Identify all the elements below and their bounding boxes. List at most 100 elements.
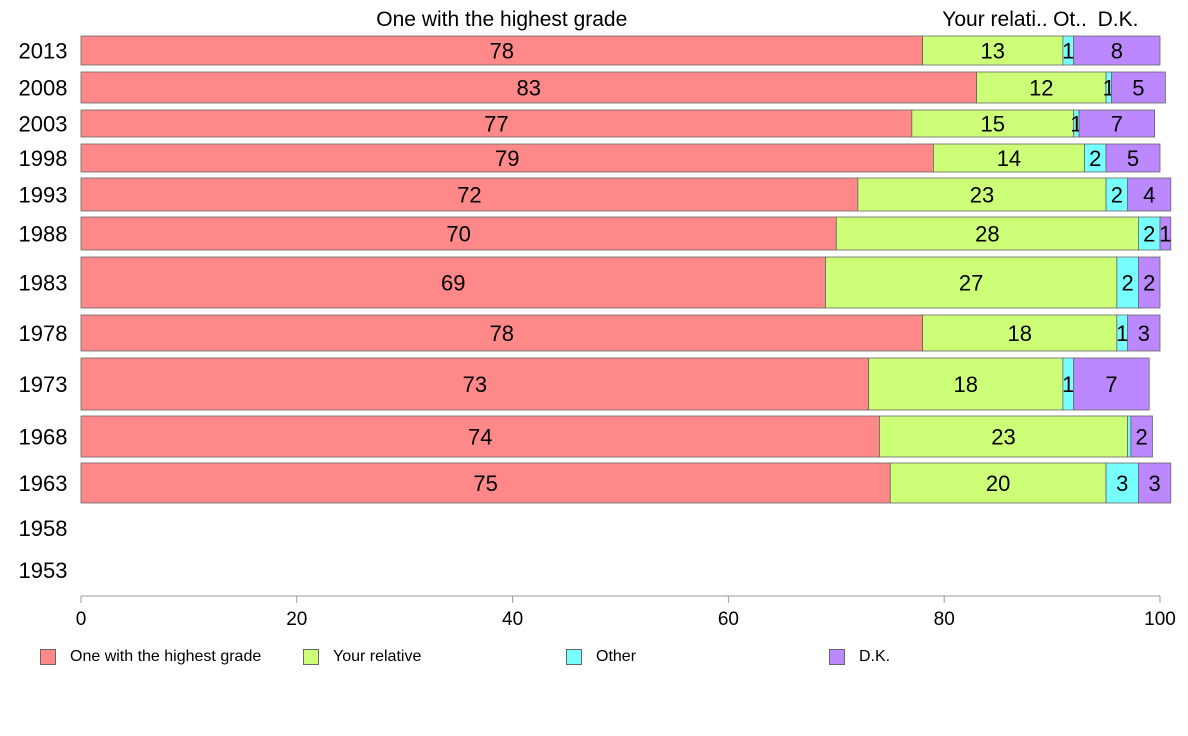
data-label: 79	[495, 146, 519, 171]
y-tick-label: 2008	[19, 76, 68, 101]
bar-segment	[922, 314, 1118, 352]
bar-segment	[80, 314, 924, 352]
legend-item-other: Other	[566, 648, 636, 666]
data-label: 1	[1062, 372, 1074, 397]
y-tick-label: 1998	[19, 146, 68, 171]
bar-segment	[1127, 314, 1161, 352]
bar-segment	[922, 35, 1064, 66]
data-label: 2	[1136, 425, 1148, 450]
bar-segment	[80, 415, 880, 458]
data-label: 8	[1111, 39, 1123, 64]
data-label: 18	[1007, 321, 1031, 346]
data-label: 27	[959, 271, 983, 296]
data-label: 70	[446, 222, 470, 247]
bar-segment	[1159, 216, 1172, 251]
bar-segment	[1130, 415, 1153, 458]
x-tick-label: 0	[76, 609, 87, 630]
top-segment-label: Your relati..	[942, 8, 1047, 31]
data-label: 15	[981, 112, 1005, 137]
legend-swatch-other	[566, 649, 582, 665]
bar-segment	[1127, 415, 1132, 458]
legend-item-highest-grade: One with the highest grade	[40, 648, 261, 666]
x-tick-label: 100	[1144, 609, 1176, 630]
bar-segment	[1105, 462, 1139, 504]
data-label: 2	[1122, 271, 1134, 296]
data-label: 20	[986, 471, 1010, 496]
legend-item-dk: D.K.	[829, 648, 890, 666]
data-label: 2	[1089, 146, 1101, 171]
bar-segment	[1127, 177, 1172, 212]
data-label: 3	[1116, 471, 1128, 496]
data-label: 7	[1105, 372, 1117, 397]
legend: One with the highest grade Your relative…	[0, 648, 1188, 672]
bar-segment	[889, 462, 1107, 504]
y-tick-label: 1953	[19, 558, 68, 583]
bar-segment	[80, 216, 837, 251]
bar-segment	[879, 415, 1129, 458]
y-tick-label: 1958	[19, 516, 68, 541]
bar-segment	[1073, 357, 1150, 411]
data-label: 83	[517, 76, 541, 101]
y-tick-label: 1983	[19, 271, 68, 296]
data-label: 69	[441, 271, 465, 296]
bar-segment	[857, 177, 1107, 212]
data-label: 7	[1111, 112, 1123, 137]
bar-segment	[868, 357, 1064, 411]
x-tick-label: 60	[718, 609, 739, 630]
bar-segment	[80, 143, 934, 173]
legend-label-your-relative: Your relative	[333, 648, 422, 665]
x-tick-label: 40	[502, 609, 523, 630]
y-tick-label: 1963	[19, 471, 68, 496]
legend-swatch-your-relative	[303, 649, 319, 665]
y-tick-label: 1988	[19, 222, 68, 247]
y-tick-label: 2003	[19, 112, 68, 137]
bar-segment	[933, 143, 1085, 173]
bar-segment	[1073, 35, 1161, 66]
data-label: 1	[1159, 222, 1171, 247]
data-label: 5	[1127, 146, 1139, 171]
y-tick-label: 2013	[19, 39, 68, 64]
bar-segment	[80, 177, 859, 212]
x-tick-label: 20	[286, 609, 307, 630]
bar-segment	[80, 256, 826, 309]
data-label: 2	[1111, 183, 1123, 208]
bar-segment	[1138, 462, 1172, 504]
data-label: 13	[981, 39, 1005, 64]
bar-segment	[80, 35, 924, 66]
bar-segment	[1138, 256, 1161, 309]
legend-label-highest-grade: One with the highest grade	[70, 648, 262, 665]
data-label: 23	[991, 425, 1015, 450]
data-label: 77	[484, 112, 508, 137]
bar-segment	[1078, 109, 1156, 138]
bar-segment	[1105, 143, 1161, 173]
legend-label-dk: D.K.	[859, 648, 891, 665]
bar-segment	[80, 462, 891, 504]
y-tick-label: 1993	[19, 183, 68, 208]
data-label: 3	[1148, 471, 1160, 496]
data-label: 74	[468, 425, 492, 450]
top-segment-label: One with the highest grade	[376, 8, 627, 31]
bar-segment	[80, 357, 870, 411]
data-label: 1	[1062, 39, 1074, 64]
data-label: 2	[1143, 222, 1155, 247]
data-label: 23	[970, 183, 994, 208]
data-label: 3	[1138, 321, 1150, 346]
data-label: 78	[490, 321, 514, 346]
data-label: 75	[473, 471, 497, 496]
x-tick-label: 80	[934, 609, 955, 630]
data-label: 5	[1132, 76, 1144, 101]
legend-label-other: Other	[596, 648, 637, 665]
data-label: 78	[490, 39, 514, 64]
y-tick-label: 1973	[19, 372, 68, 397]
top-segment-label: Ot..	[1053, 8, 1087, 31]
data-label: 14	[997, 146, 1021, 171]
data-label: 28	[975, 222, 999, 247]
y-tick-label: 1978	[19, 321, 68, 346]
data-label: 73	[463, 372, 487, 397]
stacked-bar-chart: One with the highest grade Your relati.. O…	[19, 8, 1176, 630]
data-label: 72	[457, 183, 481, 208]
legend-item-your-relative: Your relative	[303, 648, 421, 666]
top-segment-label: D.K.	[1098, 8, 1139, 31]
legend-swatch-highest-grade	[40, 649, 56, 665]
data-label: 12	[1029, 76, 1053, 101]
